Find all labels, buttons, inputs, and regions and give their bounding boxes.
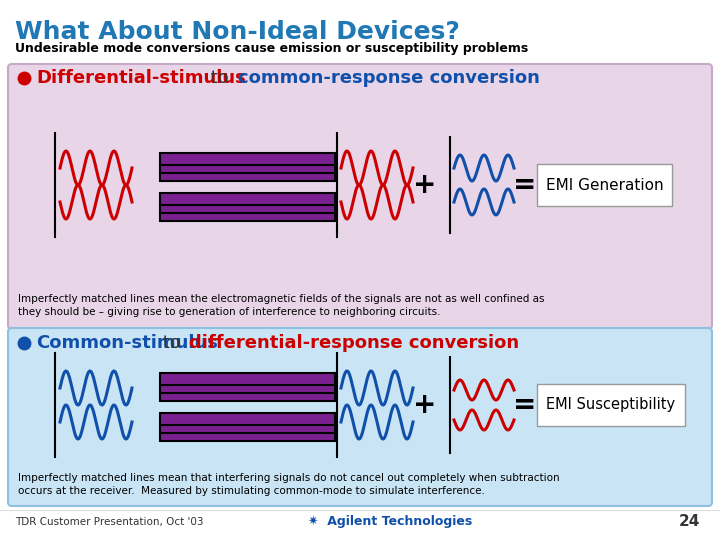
Text: Undesirable mode conversions cause emission or susceptibility problems: Undesirable mode conversions cause emiss… bbox=[15, 42, 528, 55]
Text: Common-stimulus: Common-stimulus bbox=[36, 334, 218, 352]
Text: EMI Susceptibility: EMI Susceptibility bbox=[546, 397, 675, 413]
Text: differential-response conversion: differential-response conversion bbox=[189, 334, 519, 352]
Text: TDR Customer Presentation, Oct '03: TDR Customer Presentation, Oct '03 bbox=[15, 517, 204, 527]
Text: 24: 24 bbox=[679, 515, 700, 530]
Text: +: + bbox=[413, 391, 437, 419]
Text: What About Non-Ideal Devices?: What About Non-Ideal Devices? bbox=[15, 20, 460, 44]
FancyBboxPatch shape bbox=[8, 328, 712, 506]
Bar bbox=[160, 153, 335, 181]
Text: ✷  Agilent Technologies: ✷ Agilent Technologies bbox=[308, 516, 472, 529]
Bar bbox=[160, 373, 335, 401]
Text: to: to bbox=[205, 69, 235, 87]
Text: =: = bbox=[513, 171, 536, 199]
Bar bbox=[537, 384, 685, 426]
Text: =: = bbox=[513, 391, 536, 419]
Text: Differential-stimulus: Differential-stimulus bbox=[36, 69, 246, 87]
Text: to: to bbox=[157, 334, 186, 352]
Text: common-response conversion: common-response conversion bbox=[238, 69, 539, 87]
Text: +: + bbox=[413, 171, 437, 199]
Bar bbox=[160, 413, 335, 441]
Bar bbox=[537, 164, 672, 206]
FancyBboxPatch shape bbox=[8, 64, 712, 329]
Bar bbox=[160, 193, 335, 221]
Text: Imperfectly matched lines mean that interfering signals do not cancel out comple: Imperfectly matched lines mean that inte… bbox=[18, 473, 559, 496]
Text: Imperfectly matched lines mean the electromagnetic fields of the signals are not: Imperfectly matched lines mean the elect… bbox=[18, 294, 544, 317]
Text: EMI Generation: EMI Generation bbox=[546, 178, 663, 192]
